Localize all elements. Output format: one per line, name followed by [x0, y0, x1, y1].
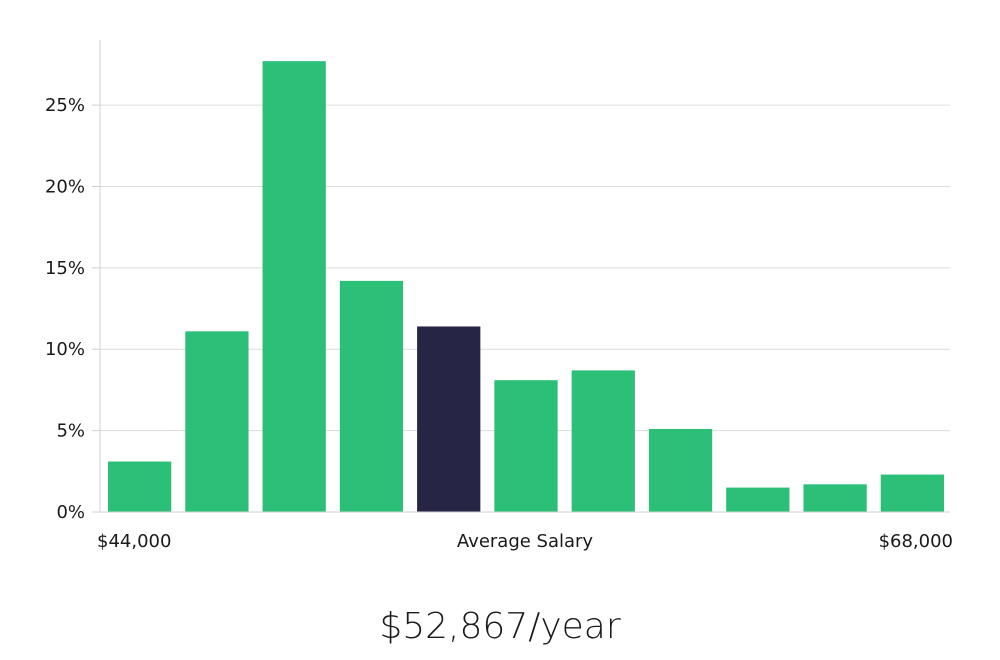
bar — [494, 380, 558, 512]
bar — [339, 280, 404, 512]
bar — [726, 487, 790, 512]
salary-histogram: 0% 5% 10% 15% 20% 25% $44,000 Average Salary … — [45, 40, 953, 552]
y-tick-label: 5% — [56, 421, 85, 442]
axis-layer — [92, 40, 950, 513]
y-tick-label: 15% — [45, 258, 85, 279]
bar — [648, 428, 713, 512]
y-tick-label: 25% — [45, 95, 85, 116]
bar — [880, 474, 944, 512]
y-tick-label: 10% — [45, 339, 85, 360]
bar — [571, 370, 635, 512]
salary-histogram-svg: 0%5%10%15%20%25% $44,000 Average Salary … — [45, 40, 953, 552]
x-min-label: $44,000 — [97, 531, 171, 552]
x-max-label: $68,000 — [879, 531, 953, 552]
average-salary-value: $52,867/year — [379, 606, 621, 647]
bar — [803, 484, 867, 512]
y-tick-label: 0% — [56, 502, 85, 523]
y-tick-labels: 0% 5% 10% 15% 20% 25% — [45, 95, 85, 523]
bars-layer — [108, 61, 944, 512]
bar-average-salary — [417, 326, 481, 512]
y-tick-label: 20% — [45, 176, 85, 197]
bar — [185, 331, 249, 512]
bar — [262, 61, 326, 512]
bar — [108, 461, 172, 512]
x-axis-title: Average Salary — [457, 531, 594, 552]
